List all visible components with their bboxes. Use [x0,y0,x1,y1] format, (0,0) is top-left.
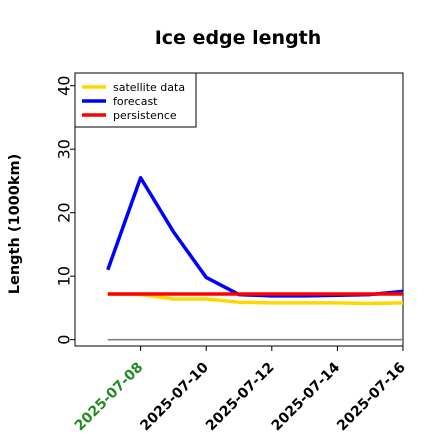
series-line-forecast [106,176,404,298]
plot-frame [74,72,404,347]
y-tick-label: 30 [55,139,74,159]
x-tick-label: 2025-07-12 [203,360,278,435]
chart-title: Ice edge length [155,27,322,49]
legend-label-satellite-data: satellite data [113,81,185,94]
y-tick-label: 40 [55,76,74,96]
y-axis-label: Length (1000km) [7,154,23,294]
y-axis: 0 10 20 30 40 [55,76,75,345]
y-tick-label: 10 [55,266,74,286]
legend-label-persistence: persistence [113,109,177,122]
x-axis: 2025-07-082025-07-102025-07-122025-07-14… [72,346,409,434]
x-tick-label: 2025-07-08 [72,360,147,435]
x-tick-label: 2025-07-10 [137,359,212,434]
series-line-satellite-data [107,292,404,306]
legend: satellite data forecast persistence [74,72,197,128]
y-tick-label: 20 [55,202,74,222]
series-layer [106,176,404,306]
x-tick-label: 2025-07-16 [334,360,409,435]
x-tick-label: 2025-07-14 [269,359,344,434]
legend-label-forecast: forecast [113,95,158,108]
y-tick-label: 0 [55,335,74,345]
